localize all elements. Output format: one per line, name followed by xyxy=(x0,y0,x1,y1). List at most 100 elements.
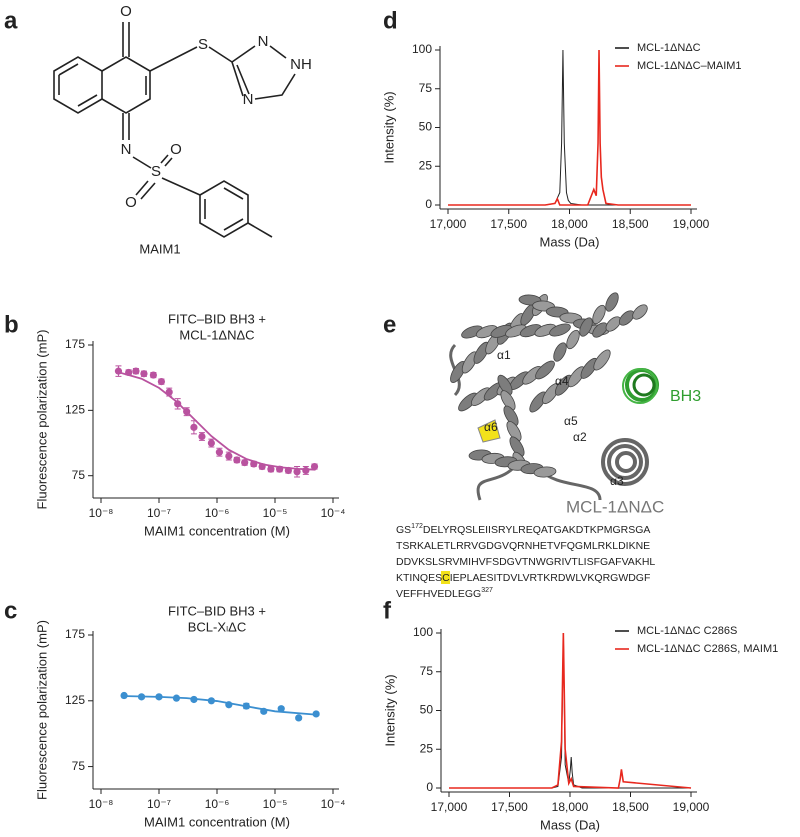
data-point xyxy=(157,377,166,386)
chart-title: BCL-XₗΔC xyxy=(188,619,247,634)
bond xyxy=(122,22,130,57)
data-point xyxy=(258,462,266,471)
data-point xyxy=(120,691,128,700)
atom: O xyxy=(125,194,137,211)
helix-turn xyxy=(605,292,619,312)
helix-label: α6 xyxy=(484,420,498,434)
y-tick-label: 100 xyxy=(413,625,433,639)
helix-label: α4 xyxy=(555,374,569,388)
data-point xyxy=(149,371,157,379)
data-point xyxy=(198,432,206,441)
protein-structure xyxy=(449,292,659,501)
sequence: GS172DELYRQSLEIISRYLREQATGAKDTKPMGRSGA T… xyxy=(396,523,655,600)
data-point xyxy=(207,697,215,705)
data-point xyxy=(190,695,198,704)
helix-turn xyxy=(618,310,635,326)
x-tick-label: 19,000 xyxy=(673,217,710,231)
x-tick-label: 18,000 xyxy=(551,217,588,231)
x-tick-label: 10⁻⁷ xyxy=(147,506,171,520)
bond xyxy=(101,56,151,114)
x-axis-label: MAIM1 concentration (M) xyxy=(144,523,290,538)
data-point xyxy=(277,705,285,713)
sequence-prefix: GS xyxy=(396,524,411,536)
data-point xyxy=(302,466,310,475)
x-tick-label: 10⁻⁴ xyxy=(321,506,346,520)
sequence-text: IEPLAESITDVLVRTKRDWLVKQRGWDGF xyxy=(450,572,651,584)
atom: O xyxy=(170,141,182,158)
fit-curve xyxy=(118,371,316,471)
data-point xyxy=(275,465,284,473)
x-tick-label: 10⁻⁵ xyxy=(263,797,288,811)
data-point xyxy=(172,694,181,702)
helix-label: α3 xyxy=(610,474,624,488)
x-axis-label: Mass (Da) xyxy=(540,234,600,249)
y-tick-label: 50 xyxy=(420,703,434,717)
highlighted-residue: C xyxy=(442,572,450,584)
data-point xyxy=(225,452,233,460)
protein-label: MCL-1ΔNΔC xyxy=(566,497,664,516)
data-point xyxy=(114,367,123,375)
helix-turn xyxy=(592,322,608,338)
cysteine-patch xyxy=(477,419,501,443)
x-axis-label: Mass (Da) xyxy=(540,817,600,832)
y-tick-label: 25 xyxy=(419,158,433,172)
sequence-line: VEFFHVEDLEGG327 xyxy=(396,587,493,600)
x-tick-label: 17,500 xyxy=(490,217,527,231)
data-point xyxy=(233,456,241,464)
y-tick-label: 50 xyxy=(419,120,433,134)
data-point xyxy=(215,448,224,456)
helix-turn xyxy=(535,360,555,380)
atom: S xyxy=(151,163,161,180)
x-tick-label: 18,500 xyxy=(612,800,649,814)
series-line xyxy=(449,632,692,789)
helix-turn xyxy=(553,342,567,362)
bond xyxy=(149,46,233,72)
data-point xyxy=(260,707,268,715)
y-tick-label: 25 xyxy=(420,741,434,755)
helix-turn xyxy=(533,466,557,478)
x-tick-label: 18,500 xyxy=(612,217,649,231)
bh3-helix xyxy=(632,373,656,397)
helix-turn xyxy=(593,349,611,371)
sequence-line: TSRKALETLRRVGDGVQRNHETVFQGMLRKLDIKNE xyxy=(396,540,650,552)
data-point xyxy=(284,466,292,475)
panel-letter: b xyxy=(4,311,19,338)
data-point xyxy=(295,714,303,722)
helix-turn xyxy=(592,304,606,325)
x-tick-label: 10⁻⁶ xyxy=(205,506,230,520)
y-tick-label: 125 xyxy=(65,403,85,417)
atom: S xyxy=(198,36,208,53)
x-tick-label: 10⁻⁸ xyxy=(89,797,114,811)
data-point xyxy=(165,388,173,396)
bond xyxy=(231,45,296,100)
legend-label: MCL-1ΔNΔC–MAIM1 xyxy=(637,60,742,72)
legend-label: MCL-1ΔNΔC C286S xyxy=(637,625,737,637)
helix-turn xyxy=(607,444,643,480)
bond xyxy=(132,154,201,200)
x-axis-label: MAIM1 concentration (M) xyxy=(144,814,290,829)
highlight xyxy=(441,571,450,584)
series-line xyxy=(448,49,691,206)
x-tick-label: 17,000 xyxy=(431,800,468,814)
data-point xyxy=(137,693,146,701)
panel-letter: a xyxy=(4,7,18,34)
y-axis-label: Fluorescence polarization (mP) xyxy=(34,330,49,510)
panel-letter: f xyxy=(383,597,392,624)
helix-turn xyxy=(601,438,649,486)
y-axis-label: Intensity (%) xyxy=(381,91,396,163)
data-point xyxy=(183,408,191,416)
helix-turn xyxy=(632,304,648,320)
bh3-helix xyxy=(622,368,658,404)
helix-label: α1 xyxy=(497,348,511,362)
y-tick-label: 0 xyxy=(425,197,432,211)
data-point xyxy=(312,710,320,718)
helix-turn xyxy=(579,317,593,337)
helix-turn xyxy=(497,374,513,396)
x-tick-label: 18,000 xyxy=(552,800,589,814)
sequence-text: DELYRQSLEIISRYLREQATGAKDTKPMGRSGA xyxy=(423,524,651,536)
helix-turn xyxy=(566,329,580,350)
x-tick-label: 10⁻⁴ xyxy=(321,797,346,811)
y-tick-label: 75 xyxy=(420,664,434,678)
data-point xyxy=(242,702,250,710)
helix-turn xyxy=(549,323,571,337)
